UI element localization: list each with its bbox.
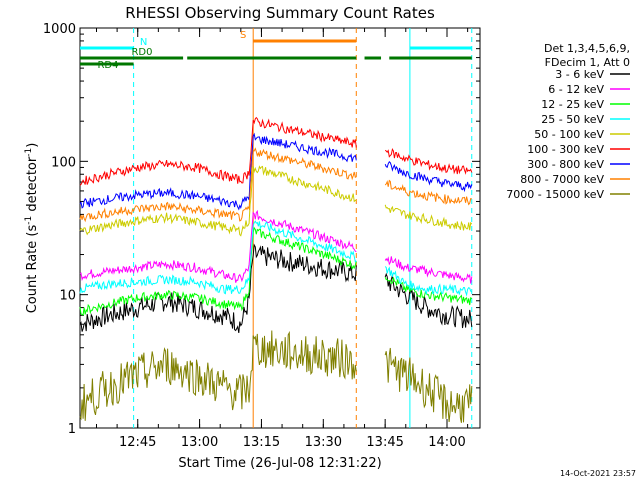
annotation-label: RD4 <box>97 60 118 71</box>
series-line <box>79 209 473 284</box>
legend: Det 1,3,4,5,6,9,FDecim 1, Att 03 - 6 keV… <box>506 42 630 201</box>
y-axis: 1 10 100 1000 <box>43 22 480 437</box>
y-axis-label: Count Rate (s-1 detector-1) <box>24 143 40 314</box>
legend-header: Det 1,3,4,5,6,9, <box>544 42 630 55</box>
chart-title: RHESSI Observing Summary Count Rates <box>125 4 435 22</box>
x-axis-label: Start Time (26-Jul-08 12:31:22) <box>178 456 381 471</box>
y-tick-label: 1 <box>68 422 76 437</box>
x-tick-label: 14:00 <box>428 435 465 450</box>
annotation-label: S <box>240 30 246 41</box>
legend-label: 300 - 800 keV <box>527 158 604 171</box>
x-tick-label: 12:45 <box>119 435 156 450</box>
legend-header: FDecim 1, Att 0 <box>545 56 630 69</box>
y-tick-label: 1000 <box>43 22 76 37</box>
x-tick-label: 13:30 <box>305 435 342 450</box>
plot-area <box>79 27 481 429</box>
legend-label: 25 - 50 keV <box>541 113 604 126</box>
series-layer <box>79 116 473 423</box>
legend-label: 50 - 100 keV <box>534 128 604 141</box>
series-line <box>79 132 473 211</box>
legend-label: 6 - 12 keV <box>548 83 604 96</box>
annotation-label: N <box>140 37 147 48</box>
series-line <box>79 226 473 316</box>
legend-label: 800 - 7000 keV <box>520 173 604 186</box>
y-tick-label: 10 <box>59 289 76 304</box>
x-tick-label: 13:45 <box>366 435 403 450</box>
x-tick-label: 13:00 <box>181 435 218 450</box>
legend-label: 7000 - 15000 keV <box>506 188 604 201</box>
series-line <box>79 116 473 186</box>
y-tick-label: 100 <box>51 155 76 170</box>
footer-date: 14-Oct-2021 23:57 <box>560 469 636 478</box>
legend-label: 3 - 6 keV <box>555 68 604 81</box>
series-line <box>79 147 472 223</box>
x-axis: 12:45 13:00 13:15 13:30 13:45 14:00 <box>95 28 469 450</box>
annotation-label: RD0 <box>131 47 152 58</box>
series-line <box>79 220 472 297</box>
series-line <box>79 330 473 423</box>
series-line <box>79 243 473 333</box>
legend-label: 100 - 300 keV <box>527 143 604 156</box>
series-line <box>79 165 473 237</box>
legend-label: 12 - 25 keV <box>541 98 604 111</box>
x-tick-label: 13:15 <box>243 435 280 450</box>
